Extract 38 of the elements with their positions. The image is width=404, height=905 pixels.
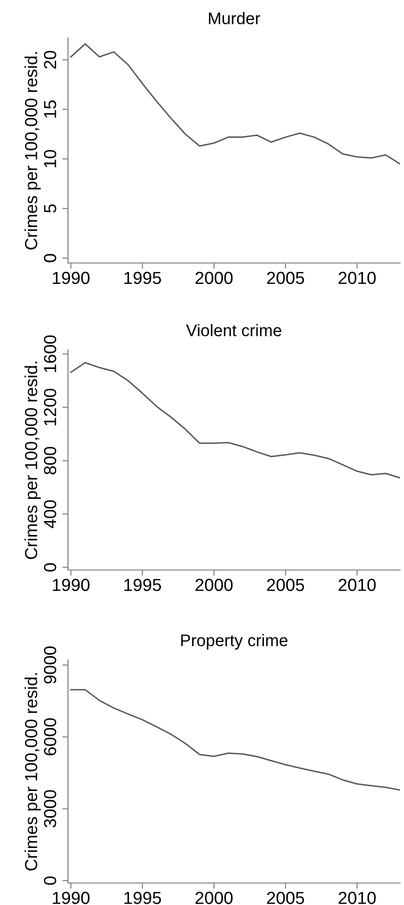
x-tick-label: 1995 — [124, 272, 161, 284]
line-series — [70, 362, 400, 479]
y-tick-label: 800 — [44, 446, 56, 474]
x-tick-label: 2000 — [196, 892, 233, 904]
y-tick-label: 0 — [44, 563, 56, 572]
y-tick-label: 15 — [44, 100, 56, 118]
y-tick-label: 400 — [44, 500, 56, 528]
x-tick-label: 2005 — [267, 892, 304, 904]
line-series — [70, 43, 400, 165]
x-tick-label: 2005 — [267, 272, 304, 284]
x-tick-label: 2005 — [267, 578, 304, 592]
y-axis-title: Crimes per 100,000 resid. — [24, 673, 41, 870]
x-tick-label: 1995 — [124, 578, 161, 592]
y-tick-label: 6000 — [44, 718, 56, 756]
x-tick-label: 2000 — [196, 578, 233, 592]
x-tick-label: 1995 — [124, 892, 161, 904]
x-tick-label: 1990 — [52, 578, 90, 592]
x-tick-label: 2000 — [196, 272, 233, 284]
x-tick-label: 1990 — [52, 892, 90, 904]
x-tick-label: 2010 — [338, 892, 376, 904]
chart-title: Property crime — [181, 634, 288, 650]
chart-title: Violent crime — [186, 324, 282, 336]
x-tick-label: 2010 — [338, 272, 376, 284]
y-tick-label: 1200 — [44, 388, 56, 426]
y-tick-label: 0 — [44, 876, 56, 885]
y-axis-title: Crimes per 100,000 resid. — [24, 52, 41, 250]
y-tick-label: 5 — [44, 204, 56, 213]
y-axis-title: Crimes per 100,000 resid. — [24, 362, 41, 559]
x-tick-label: 2010 — [338, 578, 376, 592]
y-tick-label: 1600 — [44, 335, 56, 372]
line-series — [70, 689, 400, 791]
chart-title: Murder — [208, 12, 260, 24]
y-tick-label: 9000 — [44, 646, 56, 684]
y-tick-label: 0 — [44, 254, 56, 262]
y-tick-label: 3000 — [44, 790, 56, 828]
y-tick-label: 10 — [44, 150, 56, 168]
y-tick-label: 20 — [44, 50, 56, 69]
x-tick-label: 1990 — [52, 272, 90, 284]
